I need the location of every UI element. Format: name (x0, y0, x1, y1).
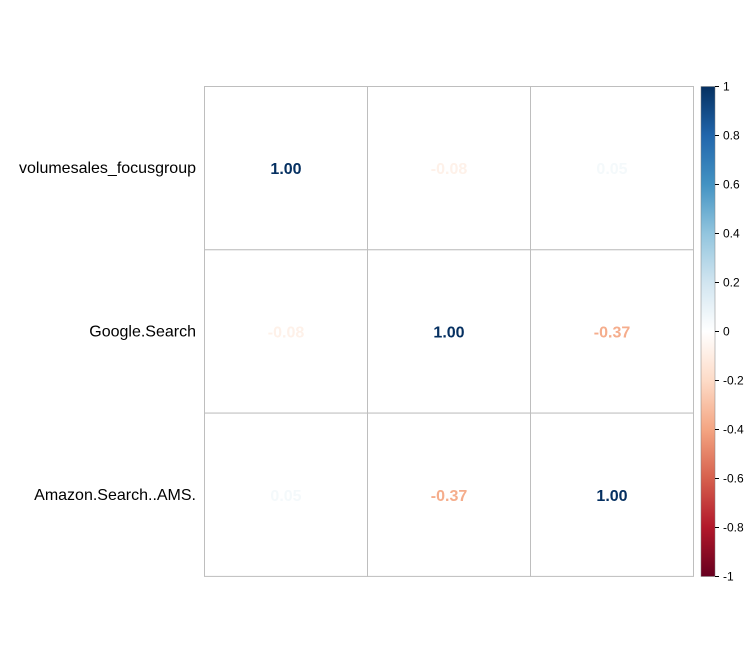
colorbar-tick-label: 0.2 (723, 276, 740, 290)
colorbar-tick-label: 1 (723, 80, 730, 94)
colorbar-tick-label: -1 (723, 570, 734, 584)
matrix-cell (530, 249, 694, 414)
cell-value-label: 0.05 (596, 161, 627, 178)
row-label: Google.Search (89, 323, 196, 340)
cell-value-label: -0.37 (594, 324, 631, 341)
colorbar: 1 0.8 0.6 0.4 0.2 0 -0.2 -0.4 -0.6 -0.8 -1 (700, 80, 744, 584)
cell-value-label: -0.08 (431, 161, 468, 178)
colorbar-gradient (700, 86, 716, 577)
cell-value-label: 0.05 (270, 488, 301, 505)
cell-value-label: 1.00 (433, 324, 464, 341)
matrix-cell (204, 412, 368, 577)
row-label: Amazon.Search..AMS. (34, 487, 196, 504)
cell-value-label: 1.00 (270, 161, 301, 178)
matrix-cell (530, 86, 694, 251)
colorbar-tick-label: 0.6 (723, 178, 740, 192)
colorbar-tick-label: -0.6 (723, 472, 744, 486)
cell-value-label: -0.37 (431, 488, 468, 505)
matrix-cell (204, 86, 368, 251)
matrix-cell (367, 86, 531, 251)
matrix-cell (367, 249, 531, 414)
colorbar-tick-label: 0 (723, 325, 730, 339)
colorbar-tick-label: 0.8 (723, 129, 740, 143)
row-label: volumesales_focusgroup (19, 160, 196, 177)
colorbar-tick-label: -0.4 (723, 423, 744, 437)
matrix-cell (530, 412, 694, 577)
cell-value-label: -0.08 (268, 324, 305, 341)
cell-value-label: 1.00 (596, 488, 627, 505)
colorbar-tick-label: -0.8 (723, 521, 744, 535)
correlation-matrix: 1.00 -0.08 0.05 -0.08 1.00 -0.37 0.05 -0.37 1.00 (204, 86, 694, 577)
matrix-cell (367, 412, 531, 577)
colorbar-tick-label: -0.2 (723, 374, 744, 388)
colorbar-tick-label: 0.4 (723, 227, 740, 241)
row-labels: volumesales_focusgroup Google.Search Amazo… (19, 160, 196, 504)
matrix-cell (204, 249, 368, 414)
